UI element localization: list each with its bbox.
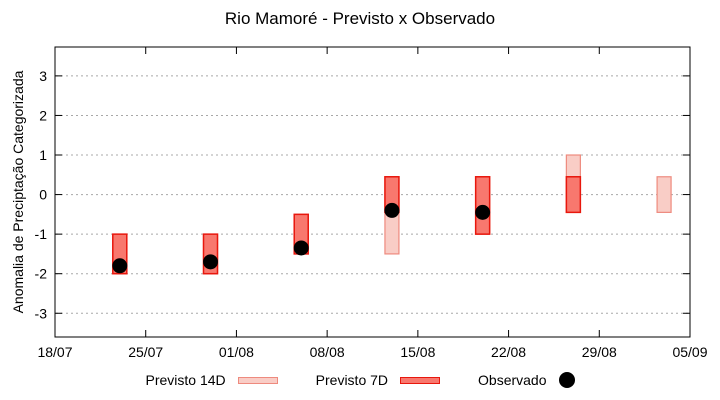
- y-tick-label: 2: [39, 107, 47, 123]
- range-bar-previsto-14d: [656, 176, 672, 213]
- observado-dot-icon: [558, 372, 575, 388]
- previsto-14d-swatch-icon: [237, 376, 278, 384]
- legend: Previsto 14D Previsto 7D Observado: [0, 372, 720, 388]
- tick-labels: -3 -2 -1 0 1 2 3 18/07 25/07 01/08 08/08 15/08 22/08…: [35, 68, 708, 360]
- legend-entry-previsto-14d: Previsto 14D: [146, 372, 278, 388]
- observed-point: [384, 202, 400, 218]
- gridlines: [56, 75, 689, 314]
- y-tick-label: -2: [35, 266, 48, 282]
- observed-point: [112, 258, 128, 274]
- y-tick-label: -1: [35, 226, 48, 242]
- y-tick-label: 0: [39, 187, 47, 203]
- range-bar-previsto-7d: [565, 176, 582, 214]
- x-tick-label: 08/08: [310, 344, 345, 360]
- x-tick-label: 25/07: [128, 344, 163, 360]
- observed-point: [475, 204, 491, 220]
- plot-frame: [54, 46, 691, 338]
- legend-label-observado: Observado: [478, 372, 547, 388]
- series-observado: [112, 202, 491, 274]
- previsto-7d-swatch-icon: [400, 376, 441, 384]
- y-tick-label: -3: [35, 305, 48, 321]
- series-previsto-7d: [112, 176, 582, 275]
- legend-entry-observado: Observado: [478, 372, 575, 388]
- x-tick-label: 01/08: [219, 344, 254, 360]
- x-tick-label: 29/08: [582, 344, 617, 360]
- legend-entry-previsto-7d: Previsto 7D: [315, 372, 441, 388]
- observed-point: [203, 254, 219, 270]
- observed-point: [293, 240, 309, 256]
- tick-marks: [54, 47, 691, 337]
- x-tick-label: 05/09: [672, 344, 707, 360]
- x-tick-label: 18/07: [37, 344, 72, 360]
- legend-label-previsto-14d: Previsto 14D: [145, 372, 226, 388]
- x-tick-label: 15/08: [400, 344, 435, 360]
- legend-label-previsto-7d: Previsto 7D: [315, 372, 389, 388]
- y-tick-label: 3: [39, 68, 47, 84]
- x-tick-label: 22/08: [491, 344, 526, 360]
- y-tick-label: 1: [39, 147, 47, 163]
- chart-title: Rio Mamoré - Previsto x Observado: [224, 9, 496, 28]
